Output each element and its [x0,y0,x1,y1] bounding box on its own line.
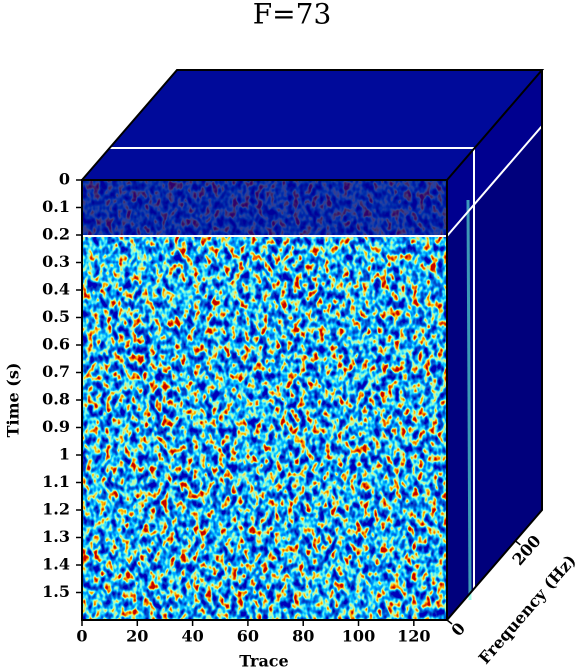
chart-title: F=73 [253,0,332,31]
y-tick-label: 0.3 [42,252,70,271]
y-tick-label: 0 [59,170,70,189]
cube-edge [81,69,545,181]
y-tick-label: 0.8 [42,390,70,409]
x-tick-label: 120 [397,627,430,646]
x-tick-label: 20 [126,627,148,646]
y-tick-label: 0.1 [42,197,70,216]
y-tick-label: 1.1 [42,472,70,491]
x-tick-label: 80 [292,627,314,646]
x-axis-label: Trace [239,652,288,671]
y-axis-label: Time (s) [4,363,23,438]
x-tick-label: 0 [76,627,87,646]
y-tick-label: 0.4 [42,280,70,299]
cube-edge [446,70,543,621]
y-tick-label: 1.5 [42,582,70,601]
x-tick-label: 100 [342,627,375,646]
x-tick-label: 40 [181,627,203,646]
front-quiet-zone [82,180,447,236]
slice-line [446,125,543,237]
y-tick-label: 1 [59,445,70,464]
z-tick [446,619,453,625]
y-tick-label: 1.4 [42,555,70,574]
top-face [82,70,542,180]
front-texture [82,180,447,620]
y-tick-label: 0.9 [42,417,70,436]
y-tick-label: 1.2 [42,500,70,519]
y-tick-label: 0.6 [42,335,70,354]
x-tick-label: 60 [237,627,259,646]
z-tick [514,540,521,546]
y-tick-label: 0.5 [42,307,70,326]
y-tick-label: 1.3 [42,527,70,546]
side-feature [466,199,472,601]
y-tick-label: 0.2 [42,225,70,244]
y-tick-label: 0.7 [42,362,70,381]
